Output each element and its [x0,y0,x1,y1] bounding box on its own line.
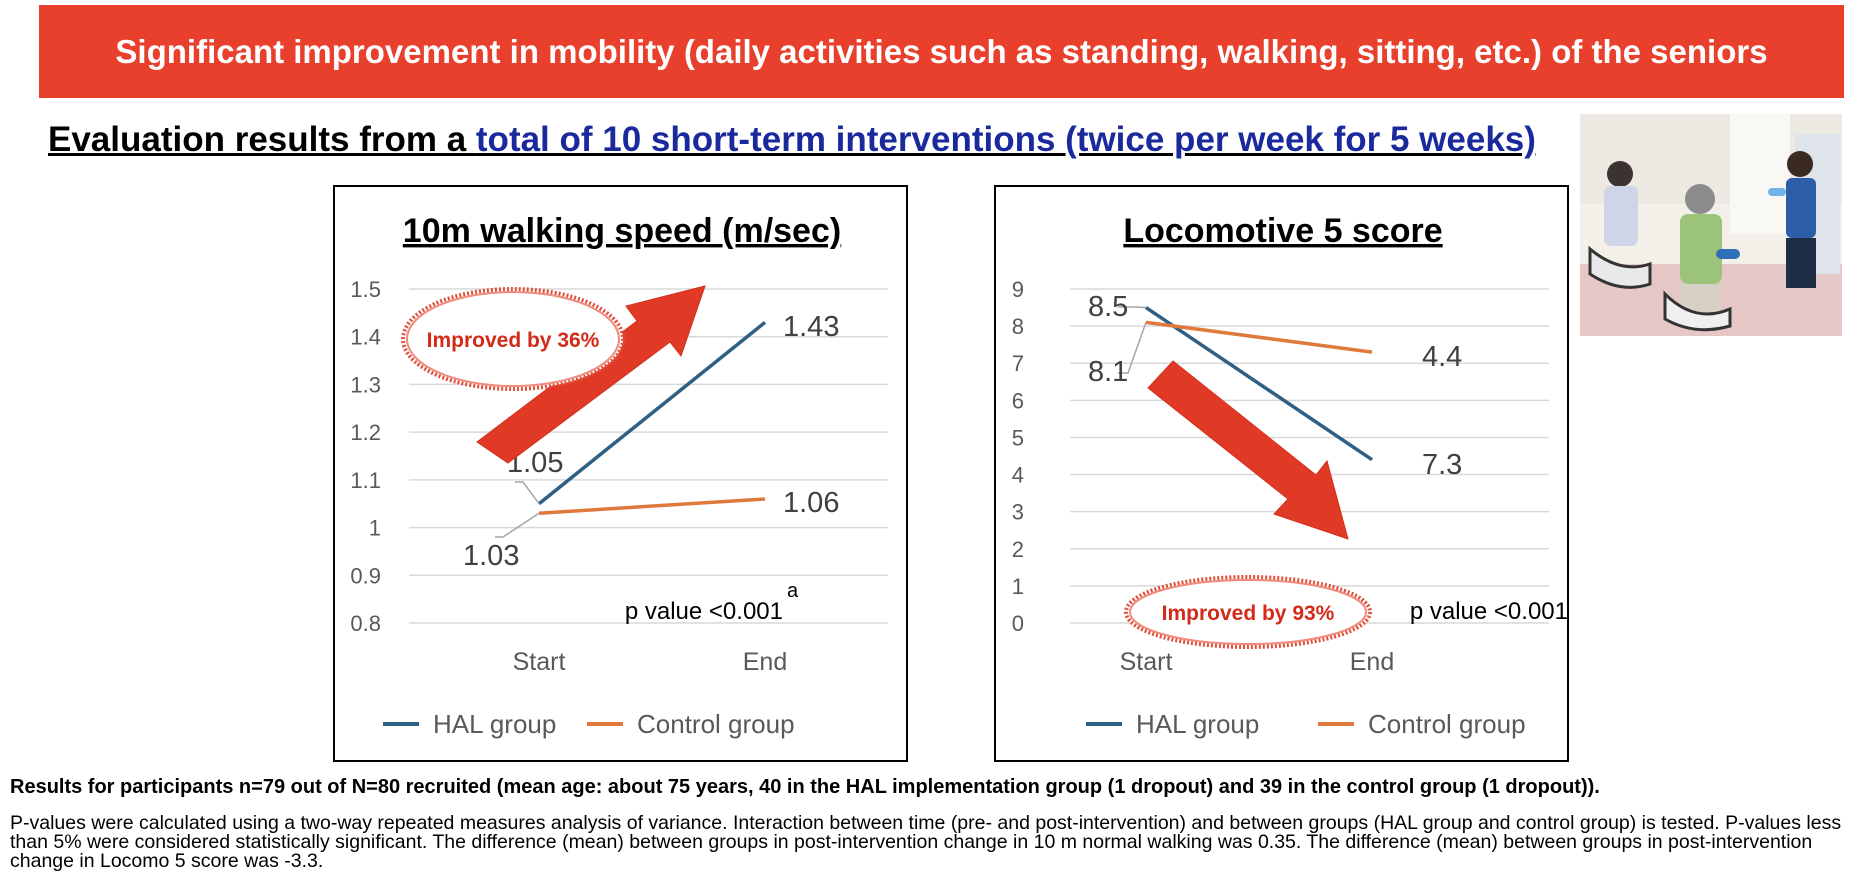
x-tick-label: End [743,648,787,676]
y-tick-label: 1 [369,516,381,541]
series-line [1145,320,1373,354]
series-line [1145,306,1373,462]
banner: Significant improvement in mobility (dai… [39,5,1844,98]
improvement-arrow [1147,360,1349,540]
participants-footnote: Results for participants n=79 out of N=8… [10,776,1600,798]
data-label: 8.1 [1088,356,1128,388]
annotation-ellipse [1124,575,1372,649]
x-tick-label: End [1350,648,1394,676]
subtitle-highlight: total of 10 short-term interventions (tw… [475,120,1536,159]
series-line [538,497,766,516]
data-label: 1.06 [783,487,839,519]
annotation-text: Improved by 93% [1162,602,1335,625]
banner-text: Significant improvement in mobility (dai… [115,32,1768,70]
subtitle-lead: Evaluation results from a [48,120,476,159]
chart-title: Locomotive 5 score [1123,212,1442,250]
y-tick-label: 6 [1012,388,1024,413]
legend-label: HAL group [433,709,556,739]
walking-speed-chart-svg: 10m walking speed (m/sec) 0.8 0.9 1 1.1 1.2 1.… [350,212,888,739]
legend-label: HAL group [1136,709,1259,739]
y-tick-label: 3 [1012,500,1024,525]
y-tick-label: 1 [1012,574,1024,599]
y-tick-label: 7 [1012,351,1024,376]
y-tick-label: 5 [1012,425,1024,450]
p-value: p value <0.001 [1410,598,1568,625]
methods-footnote: P-values were calculated using a two-way… [10,812,1842,872]
annotation-ellipse [401,287,625,391]
x-tick-label: Start [513,648,566,676]
annotation-ellipse-inner [406,291,620,387]
y-tick-label: 0.8 [350,611,381,636]
improvement-arrow [476,285,706,464]
y-tick-label: 8 [1012,314,1024,339]
series-line [537,321,767,506]
data-label: 8.5 [1088,291,1128,323]
exercise-photo-illustration [1580,114,1842,336]
annotation-text: Improved by 36% [427,329,600,352]
y-tick-label: 0 [1012,611,1024,636]
y-tick-label: 1.1 [350,468,381,493]
annotation-ellipse-inner [1129,579,1367,645]
p-value-superscript: a [787,580,799,602]
data-label: 4.4 [1422,341,1462,373]
data-label: 1.43 [783,311,839,343]
data-label-leader [495,512,540,538]
data-label-leader [1118,322,1147,374]
p-value: p value <0.001 [625,598,783,625]
y-tick-label: 1.5 [350,277,381,302]
y-tick-label: 1.2 [350,420,381,445]
chart-title: 10m walking speed (m/sec) [403,212,841,250]
data-label: 7.3 [1422,449,1462,481]
locomotive-score-chart-svg: Locomotive 5 score 0 1 2 3 4 5 6 7 8 9 Start End 8.5 4… [1012,212,1568,739]
subtitle: Evaluation results from a total of 10 sh… [48,120,1536,160]
y-tick-label: 1.4 [350,325,381,350]
y-tick-label: 0.9 [350,563,381,588]
legend-label: Control group [1368,709,1526,739]
data-label-leader [515,481,540,505]
walking-speed-chart: 10m walking speed (m/sec) 0.8 0.9 1 1.1 1.2 1.… [333,185,908,762]
locomotive-score-chart: Locomotive 5 score 0 1 2 3 4 5 6 7 8 9 Start End 8.5 4… [994,185,1569,762]
y-tick-label: 9 [1012,277,1024,302]
data-label: 1.03 [463,540,519,572]
y-tick-label: 1.3 [350,372,381,397]
y-tick-label: 4 [1012,463,1024,488]
y-tick-label: 2 [1012,537,1024,562]
exercise-photo [1580,114,1842,336]
legend-label: Control group [637,709,795,739]
data-label-leader [1118,306,1147,309]
x-tick-label: Start [1120,648,1173,676]
